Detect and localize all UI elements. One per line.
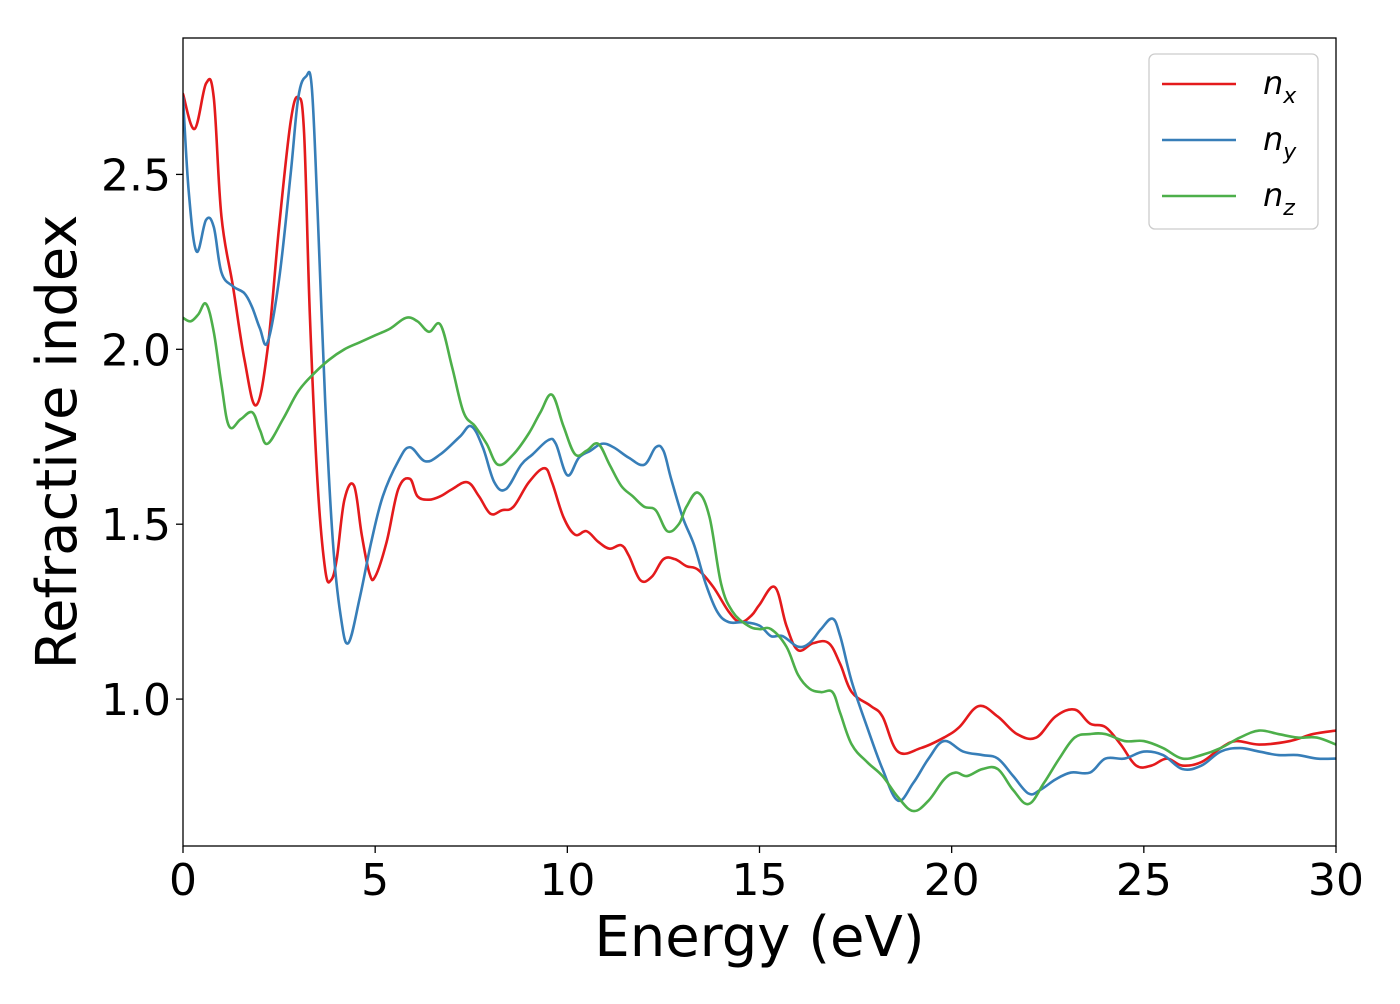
series-line-nx xyxy=(183,77,1336,769)
x-axis-title: Energy (eV) xyxy=(594,905,924,970)
x-tick-label: 10 xyxy=(539,855,595,906)
y-tick-label: 2.5 xyxy=(101,150,171,201)
legend-label-nz: nz xyxy=(1263,176,1295,221)
x-tick-label: 0 xyxy=(169,855,197,906)
x-tick-label: 25 xyxy=(1116,855,1172,906)
y-tick-label: 2.0 xyxy=(101,325,171,376)
x-tick-label: 15 xyxy=(732,855,788,906)
legend-box xyxy=(1148,53,1319,230)
y-axis-title: Refractive index xyxy=(25,215,90,670)
series-line-ny xyxy=(183,70,1336,803)
series-line-nz xyxy=(183,301,1336,813)
x-tick-label: 5 xyxy=(361,855,389,906)
legend-label-nx: nx xyxy=(1263,64,1297,109)
x-axis-ticks: 0 5 10 15 20 25 30 xyxy=(169,846,1364,906)
x-tick-label: 20 xyxy=(924,855,980,906)
y-tick-label: 1.5 xyxy=(101,500,171,551)
y-tick-label: 1.0 xyxy=(101,675,171,726)
series-group xyxy=(183,70,1336,813)
y-axis-ticks: 1.0 1.5 2.0 2.5 xyxy=(101,150,183,726)
legend: nx ny nz xyxy=(1148,53,1319,230)
x-tick-label: 30 xyxy=(1308,855,1364,906)
legend-label-ny: ny xyxy=(1263,120,1297,165)
